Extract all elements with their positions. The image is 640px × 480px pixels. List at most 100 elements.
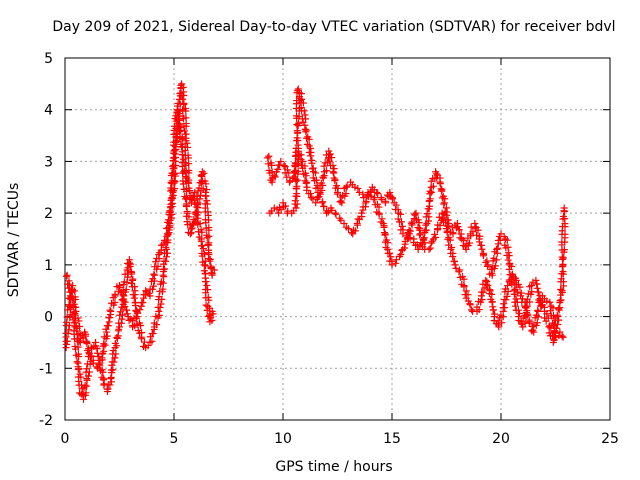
data-point-interp bbox=[299, 118, 307, 126]
data-point-interp bbox=[415, 219, 423, 227]
data-point-interp bbox=[293, 121, 301, 129]
data-point-interp bbox=[337, 197, 345, 205]
data-point-interp bbox=[301, 111, 309, 119]
data-point-interp bbox=[456, 273, 464, 281]
data-point-interp bbox=[283, 173, 291, 181]
data-point-interp bbox=[320, 203, 328, 211]
data-point-interp bbox=[406, 234, 414, 242]
data-point-interp bbox=[374, 190, 382, 198]
data-point bbox=[201, 261, 209, 269]
data-point-interp bbox=[384, 239, 392, 247]
y-tick-label: 1 bbox=[44, 258, 53, 274]
data-point-interp bbox=[425, 213, 433, 221]
data-point-interp bbox=[491, 262, 499, 270]
data-point bbox=[355, 188, 363, 196]
data-point-interp bbox=[102, 325, 110, 333]
data-point-interp bbox=[312, 169, 320, 177]
data-point bbox=[107, 307, 115, 315]
x-tick-label: 5 bbox=[170, 431, 179, 447]
data-point bbox=[292, 204, 300, 212]
data-point-interp bbox=[389, 195, 397, 203]
data-point-interp bbox=[177, 84, 185, 92]
data-point bbox=[298, 95, 306, 103]
data-point-interp bbox=[375, 210, 383, 218]
data-point-interp bbox=[451, 258, 459, 266]
data-point bbox=[493, 245, 501, 253]
data-point-interp bbox=[484, 281, 492, 289]
data-point-interp bbox=[111, 290, 119, 298]
data-point-interp bbox=[168, 210, 176, 218]
data-point bbox=[419, 240, 427, 248]
data-point-interp bbox=[198, 172, 206, 180]
data-point-interp bbox=[322, 167, 330, 175]
data-point-interp bbox=[515, 310, 523, 318]
data-point-interp bbox=[523, 295, 531, 303]
data-point bbox=[69, 282, 77, 290]
data-point-interp bbox=[65, 280, 73, 288]
series-B bbox=[62, 80, 217, 403]
data-point-interp bbox=[305, 135, 313, 143]
data-point-interp bbox=[327, 162, 335, 170]
data-point-interp bbox=[354, 215, 362, 223]
data-point-interp bbox=[308, 165, 316, 173]
data-point-interp bbox=[529, 326, 537, 334]
data-point-interp bbox=[473, 231, 481, 239]
data-point-interp bbox=[201, 262, 209, 270]
data-point-interp bbox=[489, 306, 497, 314]
data-point-interp bbox=[331, 177, 339, 185]
data-point-interp bbox=[484, 262, 492, 270]
data-point-interp bbox=[555, 316, 563, 324]
data-point-interp bbox=[194, 221, 202, 229]
data-point-interp bbox=[534, 306, 542, 314]
data-point-interp bbox=[206, 311, 214, 319]
data-point-interp bbox=[264, 154, 272, 162]
data-point-interp bbox=[302, 128, 310, 136]
series-C bbox=[264, 147, 567, 341]
data-point-interp bbox=[318, 186, 326, 194]
data-point-interp bbox=[113, 334, 121, 342]
data-point-interp bbox=[75, 317, 83, 325]
data-point-interp bbox=[457, 230, 465, 238]
data-point-interp bbox=[305, 190, 313, 198]
data-point-interp bbox=[317, 179, 325, 187]
data-point-interp bbox=[298, 107, 306, 115]
data-point-interp bbox=[542, 317, 550, 325]
data-point-interp bbox=[560, 246, 568, 254]
data-point-interp bbox=[150, 319, 158, 327]
data-point-interp bbox=[128, 283, 136, 291]
data-point-interp bbox=[178, 135, 186, 143]
data-point-interp bbox=[440, 200, 448, 208]
data-point-interp bbox=[488, 290, 496, 298]
data-point-interp bbox=[490, 254, 498, 262]
data-point-interp bbox=[204, 240, 212, 248]
data-point-interp bbox=[292, 112, 300, 120]
data-point bbox=[366, 188, 374, 196]
data-point bbox=[286, 178, 294, 186]
data-point-interp bbox=[493, 244, 501, 252]
data-point-interp bbox=[554, 305, 562, 313]
data-point-interp bbox=[130, 294, 138, 302]
data-point-interp bbox=[509, 273, 517, 281]
data-point bbox=[559, 333, 567, 341]
data-point bbox=[210, 266, 218, 274]
data-point-interp bbox=[179, 106, 187, 114]
data-point-interp bbox=[336, 198, 344, 206]
data-point-interp bbox=[442, 204, 450, 212]
data-point-interp bbox=[426, 197, 434, 205]
data-point-interp bbox=[446, 236, 454, 244]
data-point-interp bbox=[95, 361, 103, 369]
data-point-interp bbox=[122, 286, 130, 294]
data-point-interp bbox=[378, 196, 386, 204]
data-point-interp bbox=[320, 162, 328, 170]
data-point-interp bbox=[160, 257, 168, 265]
data-point-interp bbox=[65, 294, 73, 302]
data-point-interp bbox=[202, 180, 210, 188]
data-point-interp bbox=[150, 270, 158, 278]
data-point bbox=[340, 219, 348, 227]
data-point-interp bbox=[116, 283, 124, 291]
data-point-interp bbox=[512, 295, 520, 303]
data-point-interp bbox=[163, 253, 171, 261]
data-point-interp bbox=[511, 302, 519, 310]
data-point-interp bbox=[362, 197, 370, 205]
data-point-interp bbox=[533, 284, 541, 292]
